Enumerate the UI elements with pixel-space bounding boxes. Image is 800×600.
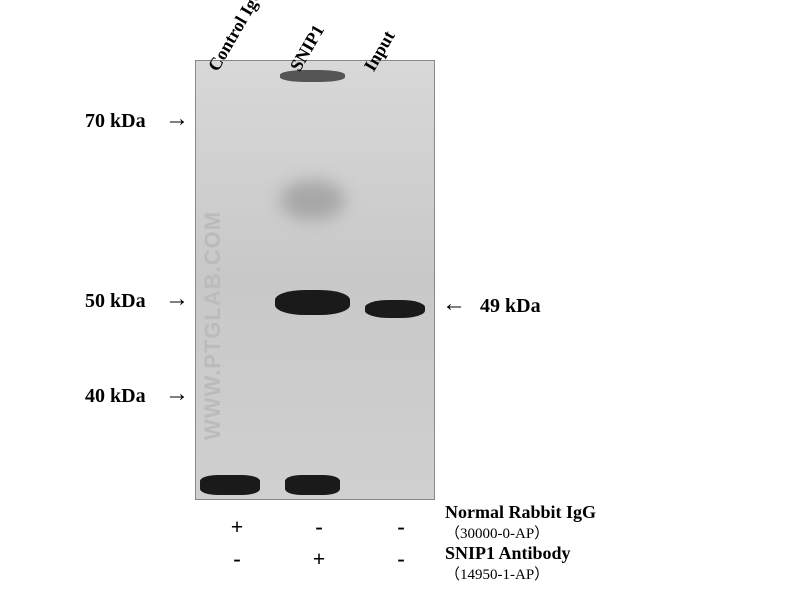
- antibody-igg-label: Normal Rabbit IgG （30000-0-AP）: [445, 503, 596, 543]
- band-heavy-chain-1: [200, 475, 260, 495]
- antibody-snip1-name: SNIP1 Antibody: [445, 543, 571, 563]
- igg-lane3: -: [361, 512, 441, 542]
- marker-50kda: 50 kDa: [85, 290, 146, 313]
- igg-lane1: +: [197, 512, 277, 542]
- marker-70kda: 70 kDa: [85, 110, 146, 133]
- band-heavy-chain-2: [285, 475, 340, 495]
- arrow-50kda: →: [165, 286, 189, 313]
- arrow-target: ←: [442, 291, 466, 318]
- blot-container: WWW.PTGLAB.COM Control IgG SNIP1 Input 7…: [0, 0, 800, 600]
- blot-membrane: [195, 60, 435, 500]
- antibody-igg-catalog: （30000-0-AP）: [445, 526, 549, 542]
- band-input: [365, 300, 425, 318]
- table-row-snip1ab: - + -: [197, 544, 441, 574]
- snip1ab-lane2: +: [279, 544, 359, 574]
- antibody-snip1-label: SNIP1 Antibody （14950-1-AP）: [445, 544, 571, 584]
- band-secondary-top: [280, 70, 345, 82]
- antibody-table: + - - - + -: [195, 510, 443, 576]
- snip1ab-lane3: -: [361, 544, 441, 574]
- watermark: WWW.PTGLAB.COM: [200, 211, 226, 440]
- snip1ab-lane1: -: [197, 544, 277, 574]
- marker-40kda: 40 kDa: [85, 385, 146, 408]
- arrow-40kda: →: [165, 381, 189, 408]
- band-smear: [280, 180, 345, 220]
- antibody-igg-name: Normal Rabbit IgG: [445, 502, 596, 522]
- band-snip1-main: [275, 290, 350, 315]
- igg-lane2: -: [279, 512, 359, 542]
- target-label: 49 kDa: [480, 295, 541, 318]
- arrow-70kda: →: [165, 106, 189, 133]
- antibody-snip1-catalog: （14950-1-AP）: [445, 567, 549, 583]
- table-row-igg: + - -: [197, 512, 441, 542]
